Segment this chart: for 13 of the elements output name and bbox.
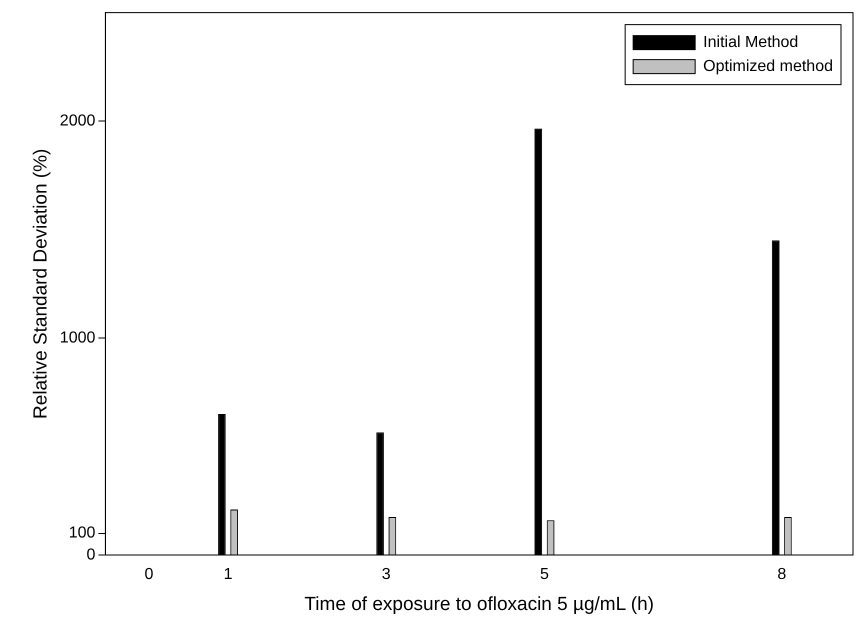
y-tick-label: 0 bbox=[86, 546, 96, 564]
x-tick-label: 5 bbox=[540, 566, 550, 584]
y-tick-label: 1000 bbox=[60, 329, 96, 346]
y-tick-label: 2000 bbox=[60, 112, 96, 130]
legend-label: Initial Method bbox=[703, 34, 798, 52]
x-tick-label: 1 bbox=[224, 566, 233, 584]
x-tick-label: 0 bbox=[144, 566, 154, 584]
x-axis-title: Time of exposure to ofloxacin 5 µg/mL (h) bbox=[304, 594, 654, 615]
x-tick-label: 3 bbox=[382, 566, 391, 584]
y-axis-title: Relative Standard Deviation (%) bbox=[30, 148, 52, 419]
legend-label: Optimized method bbox=[703, 58, 834, 76]
y-tick-label: 100 bbox=[68, 524, 96, 542]
x-tick-label: 8 bbox=[777, 566, 786, 584]
